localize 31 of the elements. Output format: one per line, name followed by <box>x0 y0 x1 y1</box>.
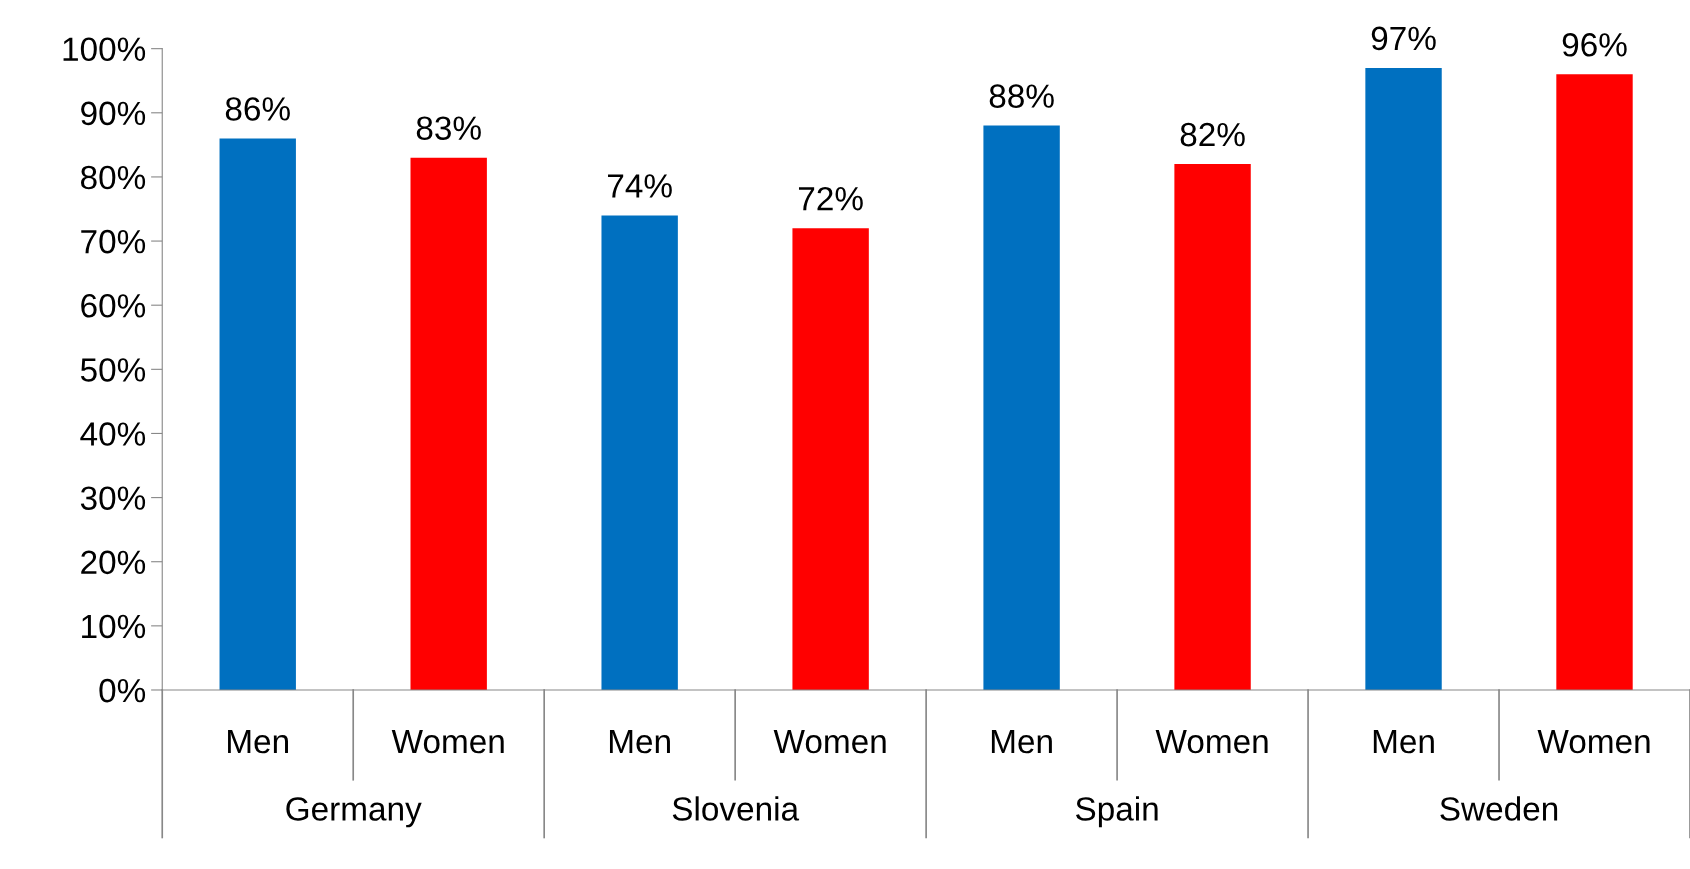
y-tick-label: 0% <box>99 678 146 703</box>
data-label: 82% <box>1180 122 1245 147</box>
y-tick-label: 10% <box>82 614 146 639</box>
y-tick-label: 70% <box>81 229 146 254</box>
x-tick-label: Men <box>609 730 670 754</box>
data-label: 96% <box>1562 33 1627 57</box>
text: Spain <box>1075 796 1158 828</box>
y-tick-label: 40% <box>80 422 146 446</box>
text: Germany <box>286 797 422 828</box>
data-label: 88% <box>989 84 1054 108</box>
y-tick-label: 30% <box>80 486 146 510</box>
y-tick-label: 90% <box>81 101 146 126</box>
data-label: 72% <box>798 186 863 211</box>
y-tick-label: 80% <box>81 165 146 190</box>
data-label: 74% <box>608 174 672 198</box>
text: Slovenia <box>672 796 800 821</box>
y-tick-label: 20% <box>81 550 146 575</box>
x-tick-label: Women <box>391 730 504 754</box>
x-tick-label: Women <box>1537 730 1650 754</box>
x-tick-label: Women <box>773 730 886 754</box>
y-tick-label: 60% <box>81 293 146 318</box>
text: Sweden <box>1440 796 1558 821</box>
data-label: 97% <box>1371 26 1436 51</box>
x-tick-label: Men <box>228 730 288 754</box>
x-tick-label: Men <box>991 730 1052 754</box>
y-tick-label: 100% <box>63 37 146 62</box>
x-tick-label: Men <box>1373 730 1434 754</box>
x-tick-label: Women <box>1155 730 1268 754</box>
y-tick-label: 50% <box>80 358 146 382</box>
data-label: 83% <box>416 116 481 140</box>
data-label: 86% <box>225 97 290 121</box>
